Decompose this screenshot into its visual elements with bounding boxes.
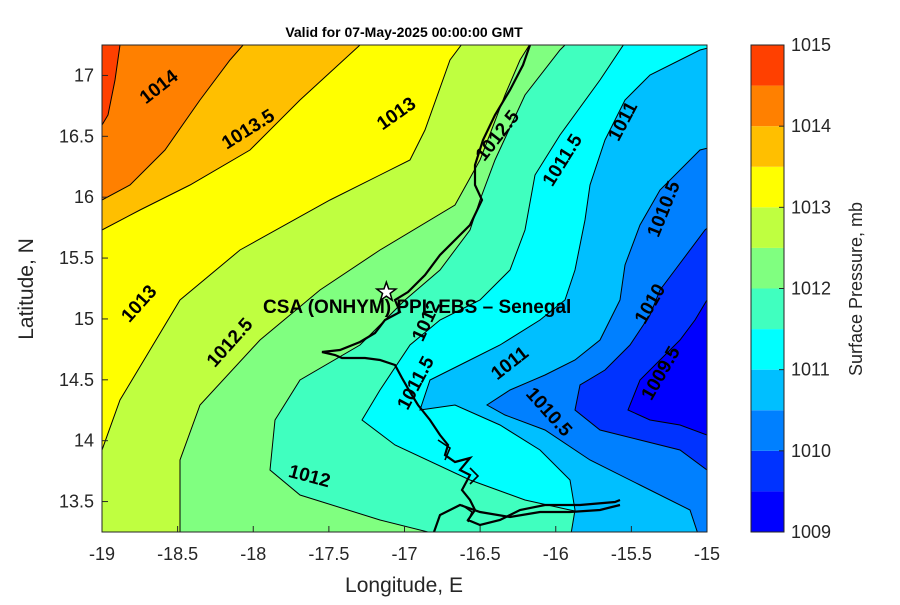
- y-axis-ticks: 13.5 14 14.5 15 15.5 16 16.5 17: [59, 65, 108, 512]
- band-1014-1014.5: [102, 45, 244, 201]
- colorbar-band: [751, 410, 784, 451]
- site-marker-star-icon: [374, 279, 399, 303]
- band-1009-1009.5: [627, 299, 707, 436]
- y-tick-label: 13.5: [59, 492, 94, 512]
- site-annotation: CSA (ONHYM) PPL EBS – Senegal: [263, 297, 571, 318]
- chart-title: Valid for 07-May-2025 00:00:00 GMT: [285, 24, 523, 40]
- colorbar: 1009 1010 1011 1012 1013 1014 1015: [750, 35, 831, 542]
- colorbar-band: [751, 329, 784, 370]
- y-axis-label: Latitude, N: [15, 238, 38, 340]
- gambia-river: [432, 503, 621, 532]
- x-tick-label: -17: [391, 544, 417, 564]
- x-tick-label: -15.5: [611, 544, 652, 564]
- colorbar-band: [751, 450, 784, 492]
- colorbar-band: [751, 369, 784, 411]
- x-tick-label: -16: [543, 544, 569, 564]
- colorbar-band: [751, 126, 784, 167]
- colorbar-band: [751, 166, 784, 208]
- delta-islands: [437, 439, 480, 523]
- colorbar-tick-label: 1014: [791, 116, 831, 136]
- y-tick-label: 16: [74, 187, 94, 207]
- y-tick-label: 15: [74, 309, 94, 329]
- colorbar-band: [751, 288, 784, 330]
- x-tick-label: -18.5: [157, 544, 198, 564]
- colorbar-tick-label: 1013: [791, 197, 831, 217]
- x-tick-label: -19: [89, 544, 115, 564]
- x-tick-label: -18: [240, 544, 266, 564]
- colorbar-label: Surface Pressure, mb: [846, 202, 866, 376]
- colorbar-tick-label: 1011: [791, 360, 830, 380]
- x-axis-label: Longitude, E: [345, 574, 463, 597]
- plot-area: [102, 45, 707, 532]
- colorbar-band: [751, 85, 784, 127]
- colorbar-tick-label: 1015: [791, 35, 831, 55]
- x-axis-ticks: -19 -18.5 -18 -17.5 -17 -16.5 -16 -15.5 -15: [89, 526, 720, 564]
- coastline: [321, 45, 621, 527]
- colorbar-band: [751, 247, 784, 289]
- y-tick-label: 14: [74, 431, 94, 451]
- y-tick-label: 15.5: [59, 248, 94, 268]
- colorbar-tick-label: 1009: [791, 522, 831, 542]
- y-tick-label: 16.5: [59, 126, 94, 146]
- colorbar-tick-label: 1012: [791, 279, 831, 299]
- colorbar-band: [751, 207, 784, 248]
- colorbar-band: [751, 45, 784, 86]
- colorbar-band: [751, 491, 784, 532]
- band-1014.5-1015: [102, 45, 121, 126]
- colorbar-tick-label: 1010: [791, 441, 831, 461]
- x-tick-label: -17.5: [308, 544, 349, 564]
- x-tick-label: -16.5: [460, 544, 501, 564]
- y-tick-label: 17: [74, 65, 94, 85]
- x-tick-label: -15: [694, 544, 720, 564]
- y-tick-label: 14.5: [59, 370, 94, 390]
